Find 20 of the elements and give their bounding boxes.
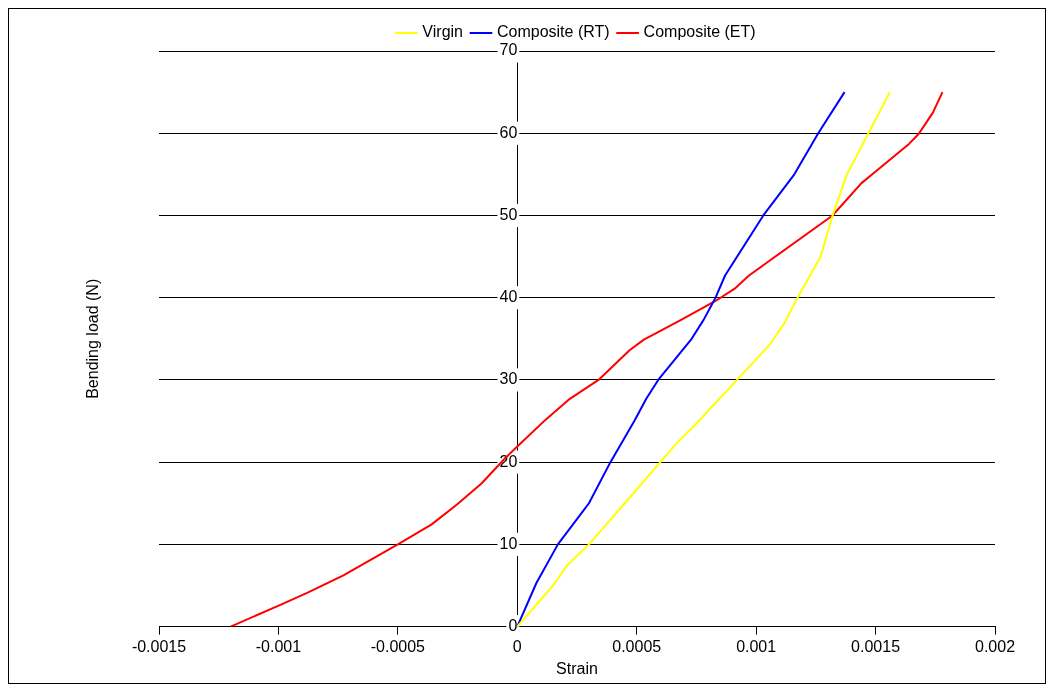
x-tick-label: -0.0015 (131, 637, 187, 655)
y-tick-label: 30 (499, 370, 518, 388)
legend-label: Virgin (422, 23, 463, 41)
legend-label: Composite (RT) (496, 23, 610, 41)
x-tick-label: -0.0005 (370, 637, 426, 655)
y-tick-label: 60 (499, 123, 518, 141)
y-tick-label: 50 (499, 205, 518, 223)
y-tick-label: 40 (499, 288, 518, 306)
y-axis-title: Bending load (N) (84, 278, 102, 399)
x-tick-label: 0.001 (736, 637, 777, 655)
y-tick-label: 10 (499, 534, 518, 552)
x-tick-label: 0.0015 (851, 637, 901, 655)
y-tick-label: 20 (499, 452, 518, 470)
legend-label: Composite (ET) (643, 23, 756, 41)
y-tick-label: 0 (508, 617, 518, 635)
y-tick-label: 70 (499, 41, 518, 59)
x-tick-label: 0.0005 (612, 637, 662, 655)
x-tick-label: -0.001 (255, 637, 302, 655)
x-axis-title: Strain (556, 659, 598, 677)
x-tick-label: 0.002 (974, 637, 1016, 655)
